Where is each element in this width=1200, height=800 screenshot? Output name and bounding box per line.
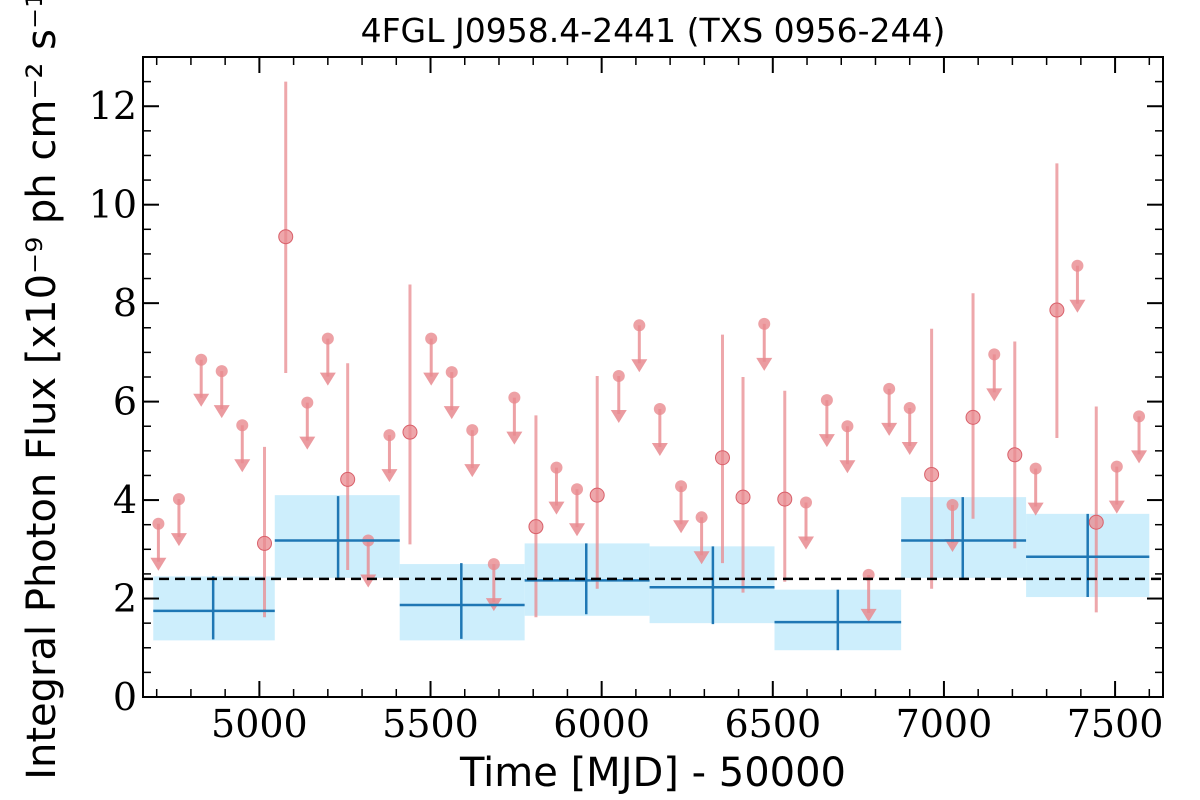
short-bin-point xyxy=(278,229,294,245)
y-tick-label: 2 xyxy=(113,577,137,621)
upper-limit-arrow xyxy=(299,436,316,450)
y-tick-label: 10 xyxy=(89,183,137,227)
upper-limit-arrow xyxy=(381,469,398,483)
upper-limit-arrow xyxy=(1131,450,1148,464)
upper-limit-arrow xyxy=(213,405,230,419)
upper-limit-point xyxy=(612,370,625,383)
short-bin-point xyxy=(589,487,605,503)
upper-limit-arrow xyxy=(610,410,627,424)
x-axis-label: Time [MJD] - 50000 xyxy=(459,750,846,796)
upper-limit-point xyxy=(215,365,228,378)
upper-limit-point xyxy=(946,499,959,511)
upper-limit-arrow xyxy=(548,501,565,515)
upper-limit-point xyxy=(988,348,1001,361)
upper-limit-point xyxy=(466,424,479,437)
upper-limit-point xyxy=(1133,410,1146,423)
upper-limit-arrow xyxy=(443,406,460,420)
upper-limit-point xyxy=(383,429,396,442)
upper-limit-point xyxy=(820,394,833,407)
upper-limit-point xyxy=(172,493,185,506)
upper-limit-point xyxy=(487,558,500,571)
upper-limit-arrow xyxy=(651,443,668,456)
x-tick-label: 7000 xyxy=(896,702,993,746)
short-bin-point xyxy=(257,535,273,551)
short-bin-point xyxy=(402,424,418,440)
upper-limit-point xyxy=(841,420,854,433)
short-bin-point xyxy=(1007,447,1023,463)
upper-limit-arrow xyxy=(756,357,773,371)
x-tick-label: 6000 xyxy=(553,702,650,746)
upper-limit-point xyxy=(675,480,688,493)
upper-limit-arrow xyxy=(193,393,210,407)
upper-limit-point xyxy=(1071,259,1084,272)
plot-area xyxy=(143,81,1163,651)
upper-limit-point xyxy=(800,496,812,509)
upper-limit-arrow xyxy=(234,459,251,473)
y-tick-label: 0 xyxy=(113,675,137,719)
upper-limit-point xyxy=(758,317,771,330)
x-tick-label: 6500 xyxy=(724,702,821,746)
upper-limit-arrow xyxy=(360,574,377,588)
x-tick-label: 7500 xyxy=(1067,702,1164,746)
upper-limit-arrow xyxy=(860,608,877,622)
upper-limit-arrow xyxy=(798,536,814,550)
upper-limit-point xyxy=(425,332,438,345)
short-bin-point xyxy=(965,409,981,425)
short-bin-point xyxy=(714,450,730,466)
upper-limit-point xyxy=(571,483,584,496)
upper-limit-point xyxy=(1029,462,1042,475)
upper-limit-point xyxy=(152,517,165,530)
upper-limit-arrow xyxy=(170,533,187,547)
short-bin-point xyxy=(924,466,940,482)
upper-limit-arrow xyxy=(881,422,898,436)
upper-limit-point xyxy=(883,382,896,395)
upper-limit-arrow xyxy=(901,442,918,456)
x-tick-label: 5500 xyxy=(382,702,479,746)
y-tick-label: 12 xyxy=(89,84,137,128)
upper-limit-arrow xyxy=(464,464,481,478)
plot-frame xyxy=(142,56,1164,698)
short-bin-point xyxy=(340,471,356,487)
upper-limit-point xyxy=(695,511,708,524)
x-tick-label: 5000 xyxy=(211,702,308,746)
upper-limit-arrow xyxy=(1108,500,1125,514)
y-tick-label: 8 xyxy=(113,281,137,325)
upper-limit-arrow xyxy=(818,434,835,448)
upper-limit-point xyxy=(301,396,314,409)
upper-limit-point xyxy=(653,403,666,415)
upper-limit-arrow xyxy=(693,551,710,565)
y-tick-label: 6 xyxy=(113,380,137,424)
short-bin-point xyxy=(777,491,793,507)
upper-limit-point xyxy=(633,319,646,332)
upper-limit-arrow xyxy=(839,460,856,474)
y-axis-label: Integral Photon Flux [x10⁻⁹ ph cm⁻² s⁻¹] xyxy=(19,0,65,780)
chart-title: 4FGL J0958.4-2441 (TXS 0956-244) xyxy=(361,11,946,50)
upper-limit-point xyxy=(508,391,521,404)
short-bin-point xyxy=(1088,514,1104,530)
upper-limit-point xyxy=(1110,460,1123,473)
upper-limit-arrow xyxy=(423,372,440,386)
upper-limit-point xyxy=(195,353,208,366)
upper-limit-arrow xyxy=(319,372,336,386)
axis-ticks: 5000 5500 6000 6500 7000 7500 0 2 4 6 8 10 12 xyxy=(89,57,1164,746)
upper-limit-arrow xyxy=(506,431,523,445)
upper-limit-arrow xyxy=(673,520,690,534)
upper-limit-arrow xyxy=(631,359,648,373)
upper-limit-arrow xyxy=(986,388,1003,402)
upper-limit-point xyxy=(236,419,249,432)
upper-limit-point xyxy=(903,402,916,415)
upper-limit-arrow xyxy=(569,523,586,537)
upper-limit-arrow xyxy=(1027,502,1044,516)
short-bin-point xyxy=(735,489,751,505)
upper-limit-arrow xyxy=(1069,299,1086,313)
upper-limit-arrow xyxy=(150,557,167,571)
upper-limit-point xyxy=(550,461,563,474)
upper-limit-point xyxy=(321,332,334,345)
y-tick-label: 4 xyxy=(113,478,137,522)
short-bin-point xyxy=(1049,302,1065,318)
upper-limit-point xyxy=(445,366,458,379)
upper-limit-arrow xyxy=(944,539,961,552)
short-bin-point xyxy=(528,519,544,535)
